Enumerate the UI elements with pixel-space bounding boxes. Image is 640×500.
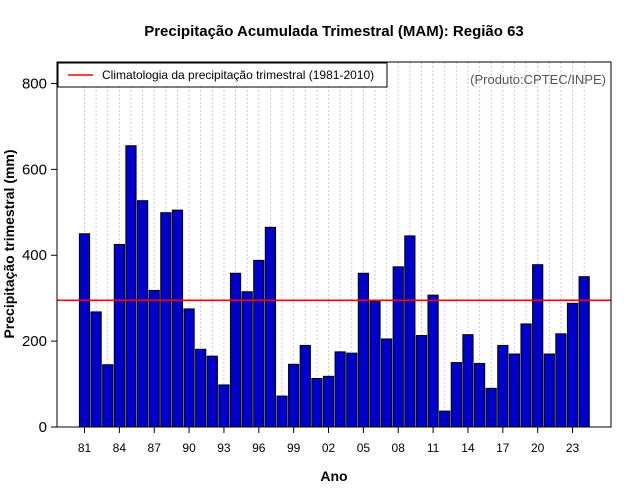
bar-17 (497, 344, 509, 428)
bar-14 (462, 334, 474, 428)
bar-01 (311, 377, 323, 428)
bar-93 (218, 384, 230, 428)
bar-87 (148, 289, 160, 428)
x-tick-label: 93 (217, 441, 231, 455)
bar-81 (78, 233, 91, 428)
legend-box (57, 62, 388, 88)
legend-entry-climatology: Climatologia da precipitação trimestral … (102, 68, 374, 82)
x-tick-label: 05 (357, 441, 371, 455)
bar-90 (183, 308, 195, 428)
bar-02 (322, 375, 335, 428)
x-tick-label: 99 (287, 441, 301, 455)
x-tick-label: 20 (531, 441, 545, 455)
x-tick-label: 14 (461, 441, 475, 455)
bar-82 (90, 311, 102, 428)
bar-98 (276, 395, 288, 428)
bar-21 (543, 353, 555, 428)
bar-11 (427, 294, 439, 428)
x-tick-label: 96 (252, 441, 266, 455)
legend: Climatologia da precipitação trimestral … (57, 62, 388, 88)
bar-12 (439, 410, 451, 428)
bar-20 (532, 264, 544, 428)
bar-06 (369, 301, 381, 428)
bar-10 (415, 335, 428, 428)
x-tick-label: 90 (182, 441, 196, 455)
x-tick-label: 11 (427, 441, 440, 455)
bar-19 (520, 323, 532, 428)
chart-title: Precipitação Acumulada Trimestral (MAM):… (144, 23, 524, 40)
x-tick-label: 02 (322, 441, 336, 455)
bar-18 (508, 353, 521, 428)
bar-22 (555, 333, 567, 428)
plot-frame (56, 61, 612, 428)
bar-09 (404, 235, 416, 428)
bar-91 (195, 348, 207, 428)
x-tick-label: 81 (78, 441, 92, 455)
bar-94 (229, 272, 242, 428)
y-tick-label: 600 (22, 161, 47, 178)
bar-97 (264, 226, 277, 428)
bar-23 (566, 302, 579, 428)
bar-05 (357, 272, 369, 428)
x-tick-label: 17 (496, 441, 510, 455)
bar-84 (113, 244, 125, 428)
y-axis: 0 200 400 600 800 (22, 75, 57, 436)
bar-04 (346, 352, 358, 428)
x-axis-label: Ano (320, 468, 347, 484)
x-axis: 81 84 87 90 93 96 99 02 05 08 11 14 17 20 23 (78, 427, 580, 455)
bar-24 (578, 276, 590, 428)
y-tick-label: 0 (39, 419, 47, 436)
bar-86 (137, 200, 149, 428)
bars-group (78, 145, 590, 428)
credit-text: (Produto:CPTEC/INPE) (470, 72, 606, 87)
bar-85 (125, 145, 137, 428)
bar-89 (171, 209, 184, 428)
bar-99 (288, 363, 300, 428)
bar-88 (160, 212, 172, 428)
bar-95 (241, 291, 253, 428)
bar-03 (334, 351, 346, 428)
bar-13 (450, 362, 462, 428)
x-tick-label: 08 (392, 441, 406, 455)
bar-08 (392, 266, 404, 428)
y-axis-label: Precipitação trimestral (mm) (1, 149, 17, 338)
x-tick-label: 23 (566, 441, 580, 455)
y-tick-label: 400 (22, 247, 47, 264)
bar-83 (102, 364, 114, 428)
bar-15 (473, 362, 486, 428)
bar-16 (485, 387, 497, 428)
bar-07 (381, 338, 393, 428)
bar-96 (253, 259, 265, 428)
x-tick-label: 84 (113, 441, 127, 455)
bar-92 (206, 355, 218, 428)
bar-00 (299, 344, 311, 428)
y-tick-label: 800 (22, 75, 47, 92)
x-tick-label: 87 (148, 441, 162, 455)
y-tick-label: 200 (22, 333, 47, 350)
